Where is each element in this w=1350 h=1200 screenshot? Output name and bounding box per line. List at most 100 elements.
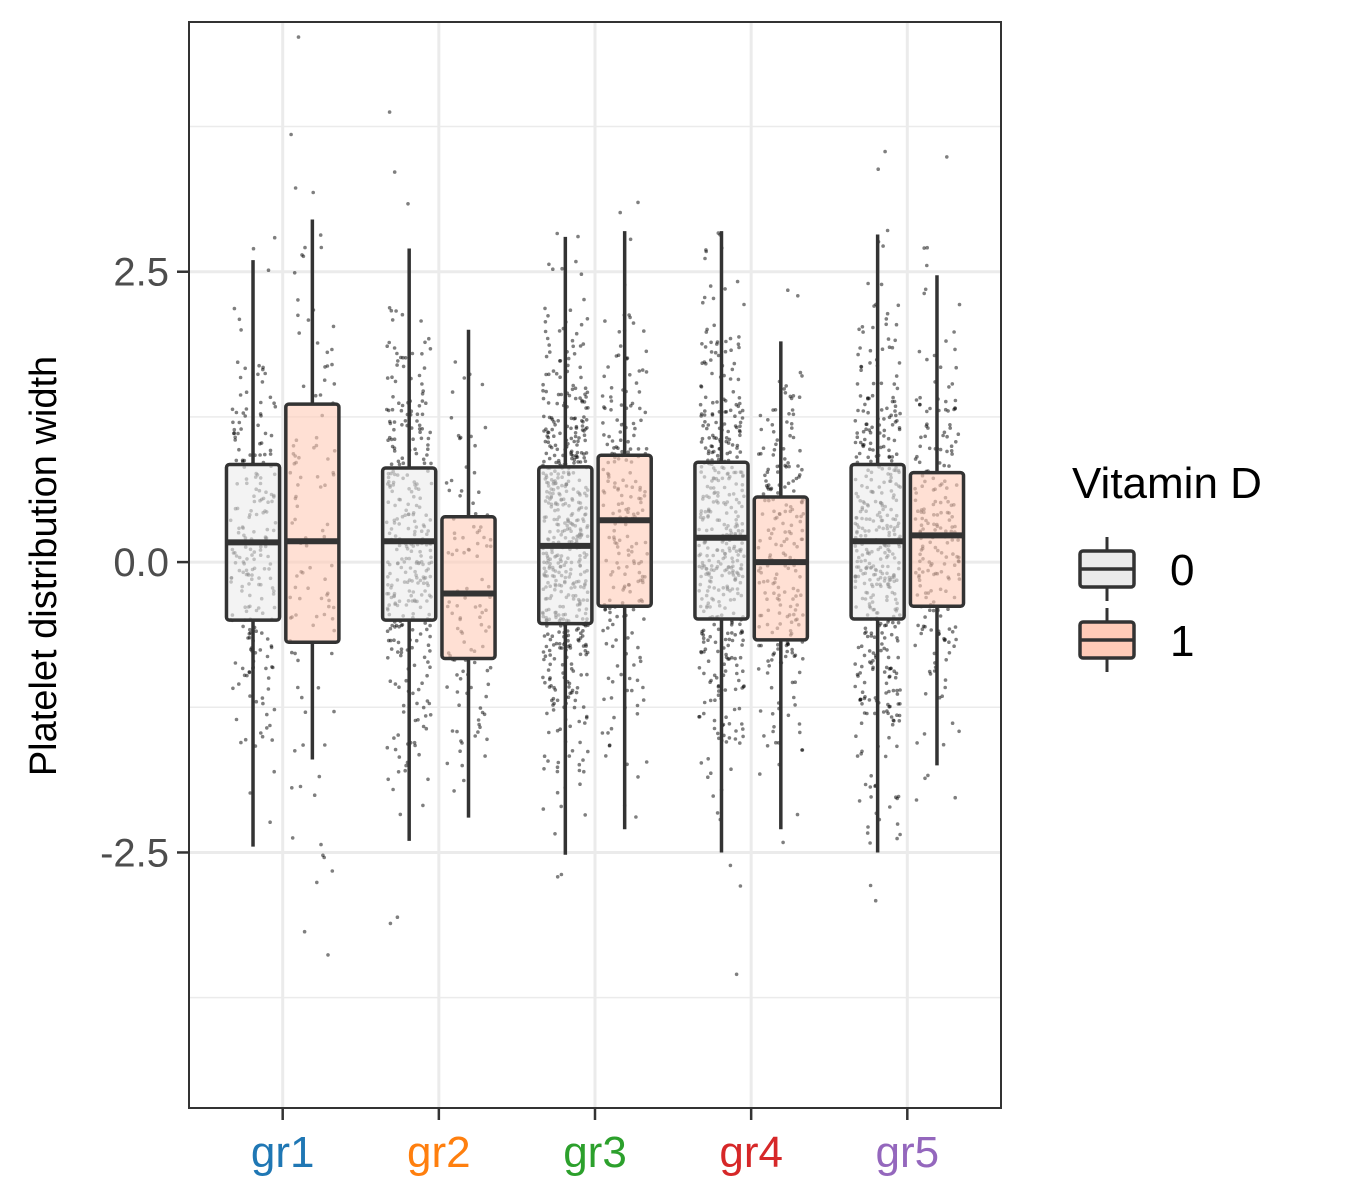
jitter-point — [573, 431, 578, 435]
jitter-point — [859, 365, 864, 369]
jitter-point — [239, 427, 243, 431]
jitter-point — [942, 430, 947, 435]
jitter-point — [917, 460, 922, 465]
jitter-point — [556, 392, 561, 397]
jitter-point — [415, 412, 420, 417]
jitter-point — [549, 416, 554, 420]
jitter-point — [894, 322, 899, 327]
jitter-point — [898, 702, 902, 706]
jitter-point — [716, 627, 721, 632]
jitter-point — [428, 665, 432, 669]
jitter-point — [884, 665, 889, 670]
jitter-point — [610, 680, 615, 684]
jitter-point — [422, 366, 427, 370]
jitter-point — [261, 701, 265, 706]
jitter-point — [234, 410, 239, 415]
jitter-point — [954, 637, 958, 642]
jitter-point — [860, 325, 865, 329]
jitter-point — [862, 680, 867, 685]
jitter-point — [572, 439, 576, 444]
jitter-point — [391, 787, 395, 792]
jitter-point — [585, 390, 590, 395]
jitter-point — [940, 694, 944, 698]
jitter-point — [870, 393, 875, 398]
jitter-point — [871, 658, 875, 663]
jitter-point — [609, 395, 613, 399]
jitter-point — [632, 433, 636, 438]
jitter-point — [385, 344, 390, 349]
jitter-point — [853, 684, 857, 689]
jitter-point — [636, 775, 640, 779]
jitter-point — [897, 427, 902, 432]
jitter-point — [258, 441, 262, 446]
jitter-point — [399, 650, 404, 655]
jitter-point — [260, 631, 264, 635]
jitter-point — [887, 705, 891, 709]
jitter-point — [272, 707, 277, 712]
jitter-point — [771, 729, 775, 734]
jitter-point — [570, 688, 575, 693]
jitter-point — [950, 721, 955, 725]
jitter-point — [232, 431, 236, 436]
jitter-point — [895, 639, 900, 643]
jitter-point — [236, 431, 240, 436]
jitter-point — [251, 246, 256, 251]
jitter-point — [609, 696, 614, 700]
jitter-point — [950, 630, 955, 634]
jitter-point — [311, 190, 316, 195]
jitter-point — [724, 339, 728, 344]
jitter-point — [421, 803, 425, 808]
jitter-point — [578, 460, 583, 464]
jitter-point — [472, 470, 477, 475]
jitter-point — [572, 461, 576, 465]
jitter-point — [548, 350, 552, 354]
jitter-point — [417, 373, 422, 378]
jitter-point — [726, 631, 730, 636]
jitter-point — [709, 771, 713, 775]
jitter-point — [853, 419, 858, 423]
jitter-point — [949, 449, 954, 453]
jitter-point — [943, 685, 947, 690]
jitter-point — [546, 759, 550, 763]
jitter-point — [712, 673, 717, 678]
jitter-point — [420, 382, 424, 386]
jitter-point — [775, 438, 780, 442]
jitter-point — [600, 394, 605, 398]
jitter-point — [555, 231, 559, 236]
jitter-point — [716, 684, 721, 689]
jitter-point — [393, 747, 398, 752]
jitter-point — [456, 433, 461, 438]
jitter-point — [727, 637, 732, 642]
jitter-point — [614, 354, 619, 358]
jitter-point — [644, 447, 649, 451]
jitter-point — [389, 308, 394, 313]
jitter-point — [404, 763, 408, 768]
jitter-point — [861, 330, 865, 334]
jitter-point — [272, 769, 277, 774]
jitter-point — [724, 439, 729, 444]
jitter-point — [861, 429, 866, 434]
jitter-point — [925, 245, 929, 250]
jitter-point — [857, 799, 862, 803]
jitter-point — [733, 737, 738, 741]
y-tick-label: 0.0 — [113, 541, 169, 585]
jitter-point — [301, 743, 305, 747]
jitter-point — [947, 640, 951, 644]
jitter-point — [386, 777, 391, 782]
jitter-point — [300, 695, 304, 700]
jitter-point — [771, 652, 775, 657]
jitter-point — [560, 266, 564, 271]
jitter-point — [636, 645, 640, 650]
jitter-point — [716, 353, 721, 358]
jitter-point — [887, 735, 891, 740]
jitter-point — [710, 413, 715, 417]
jitter-point — [917, 349, 922, 354]
jitter-point — [880, 631, 884, 635]
jitter-point — [863, 782, 868, 787]
jitter-point — [765, 470, 770, 475]
jitter-point — [867, 698, 872, 702]
jitter-point — [315, 341, 320, 345]
jitter-point — [890, 423, 895, 427]
jitter-point — [428, 713, 433, 717]
jitter-point — [797, 475, 801, 479]
